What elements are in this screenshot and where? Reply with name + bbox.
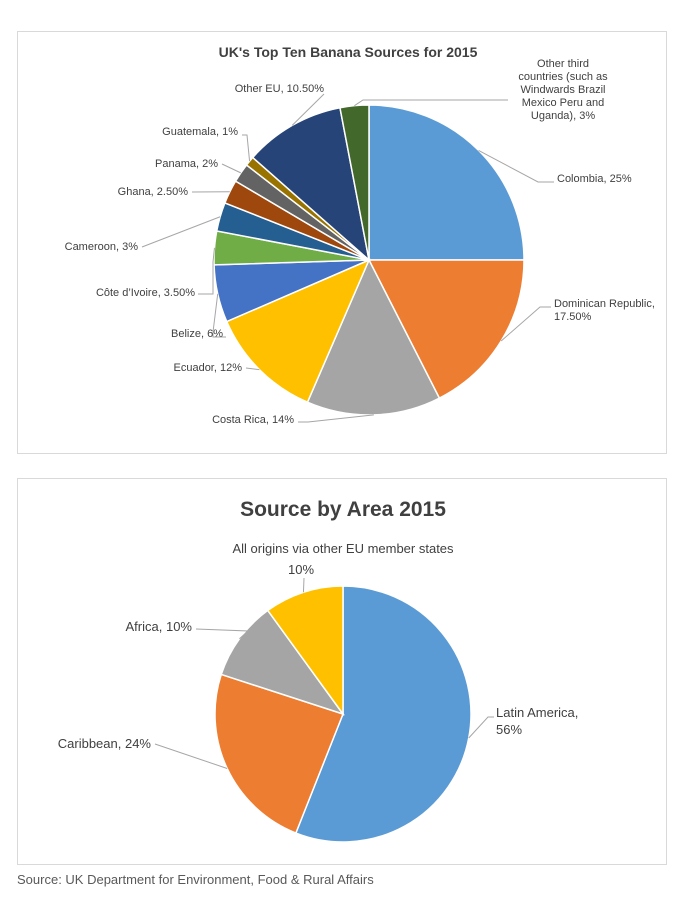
pie-chart-source-by-area: Source by Area 2015 All origins via othe… (58, 498, 578, 843)
leader-line-guatemala (242, 134, 251, 162)
data-label-dominican-republic: Dominican Republic, 17.50% (554, 298, 655, 323)
data-label-latin-america: Latin America, 56% (496, 705, 578, 737)
leader-line-belize (212, 293, 226, 338)
source-note: Source: UK Department for Environment, F… (17, 872, 374, 887)
pie-slice-dominican-republic (367, 259, 525, 400)
chart-title: UK's Top Ten Banana Sources for 2015 (219, 44, 478, 60)
leader-line-cameroon (141, 216, 221, 248)
pie-chart-top-ten-sources: UK's Top Ten Banana Sources for 2015 Col… (65, 44, 655, 426)
data-label-other-eu: Other EU, 10.50% (235, 83, 324, 95)
data-label-panama: Panama, 2% (155, 158, 218, 170)
data-label-caribbean: Caribbean, 24% (58, 736, 152, 751)
leader-line-colombia (478, 149, 554, 183)
chart-subtitle: All origins via other EU member states (232, 541, 454, 556)
data-label-africa: Africa, 10% (126, 619, 193, 634)
leader-line-dominican-republic (500, 306, 551, 342)
data-label-cote-d-ivoire: Côte d’Ivoire, 3.50% (96, 287, 195, 299)
leader-line-latin-america (468, 716, 494, 739)
pie-slice-caribbean (214, 673, 344, 834)
chart-panel-top-ten-sources: UK's Top Ten Banana Sources for 2015 Col… (17, 31, 667, 454)
leader-line-other-third-countries-such-as-windwards-brazil-mexico-peru-and-uganda (354, 99, 508, 107)
data-label-ecuador: Ecuador, 12% (174, 362, 243, 374)
data-label-colombia: Colombia, 25% (557, 173, 632, 185)
pie-slice-all-origins-via-other-eu-member-states (266, 585, 344, 717)
data-label-costa-rica: Costa Rica, 14% (212, 414, 294, 426)
data-label-belize: Belize, 6% (171, 328, 223, 340)
leader-line-all-origins-via-other-eu-member-states (302, 577, 305, 593)
chart-title: Source by Area 2015 (240, 498, 446, 521)
leader-line-other-eu (291, 93, 325, 126)
pie-slice-colombia (368, 104, 525, 261)
data-label-all-origins-via-other-eu-member-states: 10% (288, 562, 314, 577)
data-label-other-third-countries-such-as-windwards-brazil-mexico-peru-and-uganda: Other third countries (such as Windwards B… (518, 58, 608, 122)
leader-line-africa (195, 628, 250, 640)
leader-line-caribbean (154, 743, 228, 769)
chart-panel-source-by-area: Source by Area 2015 All origins via othe… (17, 478, 667, 865)
leader-line-ecuador (245, 367, 260, 371)
data-label-guatemala: Guatemala, 1% (162, 126, 238, 138)
leader-line-panama (221, 163, 242, 174)
pie-slice-other-eu (251, 106, 371, 263)
leader-line-cote-d-ivoire (198, 247, 215, 295)
pie-slice-ecuador (225, 258, 371, 404)
data-label-cameroon: Cameroon, 3% (65, 241, 139, 253)
data-label-ghana: Ghana, 2.50% (118, 186, 189, 198)
leader-line-costa-rica (298, 414, 374, 423)
